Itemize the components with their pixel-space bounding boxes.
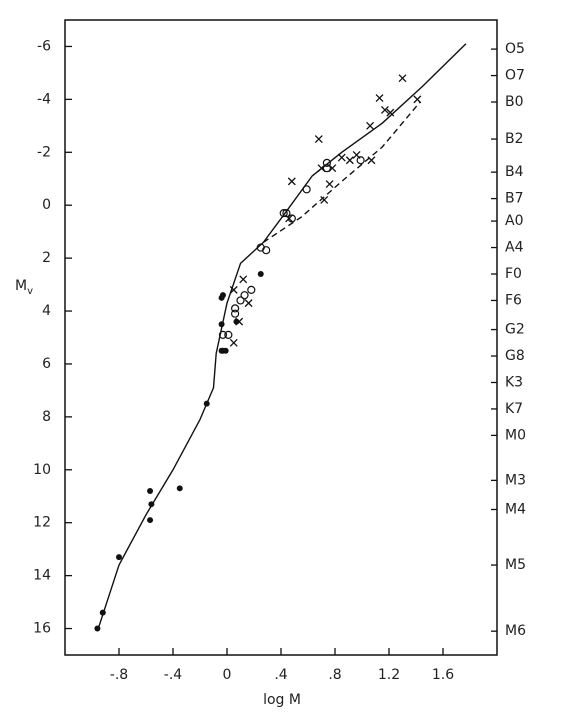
y2-tick-label: K7 <box>505 401 523 417</box>
x-tick-label: -.8 <box>110 667 128 683</box>
dot-point <box>257 271 264 277</box>
y-tick-label: 6 <box>42 356 51 372</box>
cross-point <box>352 150 361 159</box>
y-tick-label: 8 <box>42 409 51 425</box>
y2-tick-label: M6 <box>505 623 526 639</box>
x-tick-label: .8 <box>328 667 341 683</box>
cross-point <box>325 180 334 189</box>
cross-point <box>287 177 296 186</box>
y2-tick-label: A0 <box>505 213 523 229</box>
x-tick-label: .4 <box>274 667 287 683</box>
cross-point <box>239 275 248 284</box>
y2-tick-label: O7 <box>505 68 525 84</box>
y-tick-label: 16 <box>33 621 51 637</box>
open-circle-point <box>279 209 288 218</box>
dot-point <box>147 487 154 494</box>
cross-point <box>380 105 389 114</box>
solid-line <box>96 43 467 632</box>
cross-point <box>398 74 407 83</box>
cross-point <box>337 153 346 162</box>
dashed-line <box>263 101 421 243</box>
y2-tick-label: B0 <box>505 94 524 110</box>
cross-point <box>345 156 354 165</box>
y2-tick-label: F6 <box>505 292 522 308</box>
y2-tick-label: B2 <box>505 131 524 147</box>
dot-point <box>147 517 154 524</box>
y2-tick-label: F0 <box>505 266 522 282</box>
y2-tick-label: B7 <box>505 191 524 207</box>
y2-tick-label: M5 <box>505 557 526 573</box>
open-circle-point <box>247 285 256 294</box>
y2-tick-label: A4 <box>505 240 524 256</box>
cross-point <box>386 108 395 117</box>
y2-tick-label: K3 <box>505 374 523 390</box>
dot-point <box>176 485 183 492</box>
open-circle-point <box>322 158 331 167</box>
cross-point <box>375 94 384 103</box>
y2-tick-label: B4 <box>505 164 524 180</box>
open-circle-point <box>224 330 233 339</box>
x-tick-label: 0 <box>223 667 232 683</box>
y-tick-label: -6 <box>37 38 51 54</box>
y2-tick-label: G8 <box>505 348 525 364</box>
y-tick-label: 0 <box>42 197 51 213</box>
y2-tick-label: M0 <box>505 427 526 443</box>
dot-point <box>219 292 226 299</box>
y-tick-label: 12 <box>33 515 51 531</box>
open-circle-point <box>356 156 365 165</box>
cross-point <box>314 135 323 144</box>
cross-point <box>229 338 238 347</box>
cross-point <box>320 195 329 204</box>
x-tick-label: 1.6 <box>432 667 454 683</box>
x-tick-label: 1.2 <box>378 667 400 683</box>
cross-point <box>244 299 253 308</box>
y2-tick-label: O5 <box>505 41 525 57</box>
y-tick-label: 4 <box>42 303 51 319</box>
y-axis-label-main: M <box>15 278 27 294</box>
y-tick-label: 10 <box>33 462 51 478</box>
y-tick-label: -4 <box>37 91 51 107</box>
cross-point <box>235 317 244 326</box>
y2-tick-label: G2 <box>505 322 525 338</box>
open-circle-point <box>218 330 228 339</box>
cross-point <box>328 164 337 173</box>
plot-frame <box>64 19 498 656</box>
cross-point <box>413 95 422 104</box>
x-tick-label: -.4 <box>164 667 183 683</box>
dot-point <box>116 554 122 561</box>
open-circle-point <box>231 304 240 313</box>
open-circle-point <box>236 296 245 305</box>
y-axis-label-sub: v <box>27 286 33 297</box>
open-circle-point <box>240 291 249 300</box>
open-circle-point <box>262 246 271 255</box>
y-axis-label: Mv <box>15 278 33 297</box>
y-tick-label: 2 <box>42 250 51 266</box>
dot-point <box>222 347 229 354</box>
y2-tick-label: M4 <box>505 501 526 517</box>
x-axis-label: log M <box>263 692 301 708</box>
open-circle-point <box>231 309 240 318</box>
y2-tick-label: M3 <box>505 472 526 488</box>
y-tick-label: -2 <box>37 144 51 160</box>
cross-point <box>366 121 375 130</box>
cross-point <box>285 214 294 223</box>
y-tick-label: 14 <box>33 568 51 584</box>
